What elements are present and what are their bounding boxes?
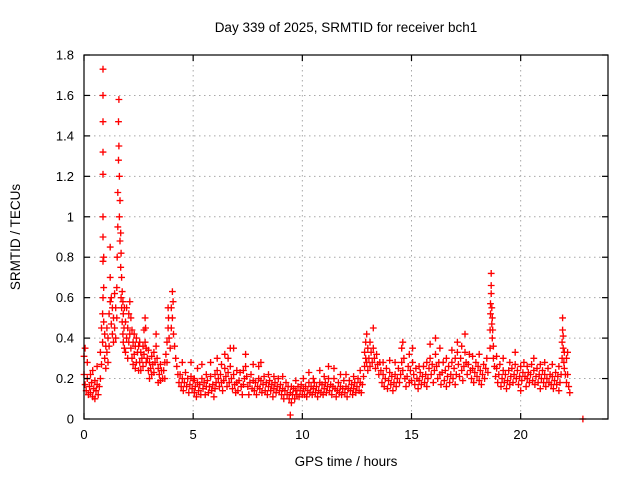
y-axis-label: SRMTID / TECUs <box>8 184 23 291</box>
plot-border <box>83 54 609 420</box>
chart-title: Day 339 of 2025, SRMTID for receiver bch… <box>215 20 478 35</box>
y-tick-label: 1.6 <box>56 88 74 103</box>
y-tick-label: 1.4 <box>56 128 74 143</box>
y-tick-label: 1.8 <box>56 48 74 63</box>
gridlines <box>84 55 608 419</box>
y-tick-label: 1 <box>67 209 74 224</box>
x-axis-label: GPS time / hours <box>295 454 398 469</box>
x-tick-label: 10 <box>295 427 309 442</box>
y-tick-label: 0 <box>67 412 74 427</box>
y-tick-label: 0.2 <box>56 371 74 386</box>
x-tick-label: 20 <box>513 427 527 442</box>
x-tick-label: 0 <box>80 427 87 442</box>
series-SRMTID <box>80 65 587 423</box>
x-tick-label: 15 <box>404 427 418 442</box>
y-tick-label: 1.2 <box>56 169 74 184</box>
y-tick-label: 0.8 <box>56 250 74 265</box>
axis-ticks <box>83 54 608 420</box>
data-points <box>80 65 587 423</box>
y-tick-label: 0.4 <box>56 331 74 346</box>
tick-labels: 0 0.2 0.4 0.6 0.8 1 1.2 1.4 1.6 1.8 0 5 10 15 20 <box>56 48 528 443</box>
y-tick-label: 0.6 <box>56 290 74 305</box>
x-tick-label: 5 <box>190 427 197 442</box>
